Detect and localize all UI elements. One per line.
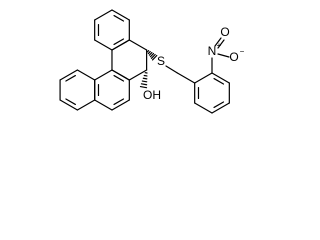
atom-label: OH: [143, 88, 161, 102]
double-bond: [65, 98, 76, 106]
bond: [76, 69, 96, 81]
double-bond: [113, 14, 125, 22]
bond: [76, 99, 96, 111]
bond: [217, 39, 225, 49]
double-bond: [213, 101, 225, 109]
bond: [94, 69, 113, 81]
charge-label: −: [240, 47, 245, 56]
atom-label: N: [208, 44, 217, 58]
double-bond: [113, 38, 125, 46]
hashed-bond: [148, 51, 153, 56]
double-bond: [113, 98, 125, 106]
bond: [165, 65, 178, 74]
bond: [211, 72, 230, 84]
charge-label: +: [217, 41, 222, 50]
bond: [111, 99, 130, 111]
bond: [176, 72, 196, 84]
bond: [128, 69, 148, 81]
bond: [111, 69, 130, 81]
hashed-bond: [142, 77, 148, 80]
bond: [59, 99, 79, 111]
hashed-bond: [139, 85, 148, 89]
bond: [111, 39, 130, 51]
hashed-bond: [140, 83, 148, 86]
bond: [194, 102, 213, 114]
hashed-bond: [151, 54, 158, 61]
double-bond: [213, 77, 225, 85]
bond: [94, 99, 113, 111]
hashed-bond: [146, 50, 150, 53]
bond: [59, 69, 79, 81]
atom-label: O: [229, 50, 238, 64]
hashed-bond: [147, 50, 151, 55]
hashed-bond: [141, 80, 148, 83]
bond: [211, 102, 230, 114]
bond: [128, 39, 148, 51]
bond: [217, 53, 230, 58]
atom-label: S: [157, 54, 165, 68]
double-bond: [113, 74, 125, 82]
bond: [94, 39, 113, 51]
molecule-diagram: S OH N + O O −: [59, 9, 245, 114]
hashed-bond: [150, 53, 156, 59]
bond: [214, 37, 222, 47]
bonds: [59, 9, 230, 114]
hashed-bond: [149, 52, 155, 58]
bond: [194, 72, 213, 84]
bond: [111, 9, 130, 21]
atom-label: O: [220, 25, 229, 39]
double-bond: [65, 74, 76, 82]
bond: [94, 9, 113, 21]
